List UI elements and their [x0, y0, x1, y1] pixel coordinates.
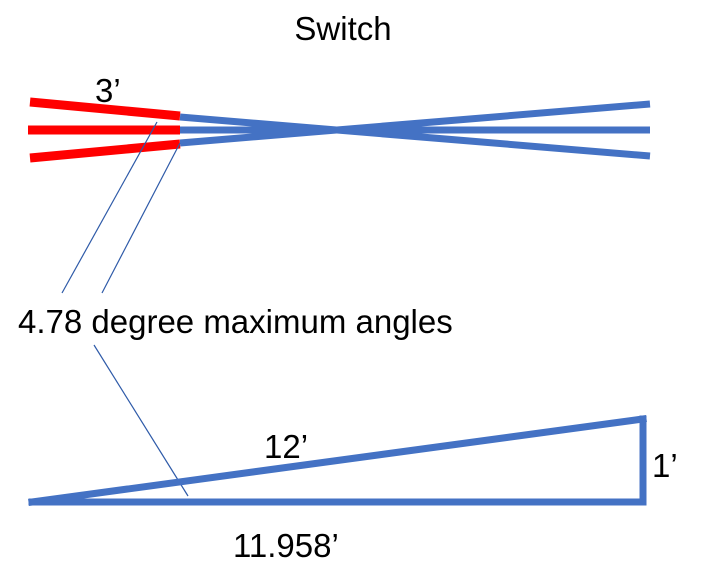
angle-label: 4.78 degree maximum angles — [18, 303, 453, 340]
pointer-to-bottom-junction — [101, 142, 181, 294]
right-triangle — [28, 415, 647, 506]
switch-segments — [28, 97, 181, 163]
pointer-to-triangle-angle — [93, 344, 189, 497]
angle-pointers — [61, 121, 189, 497]
hypotenuse-length-label: 12’ — [264, 428, 308, 465]
rail-segment-length-label: 3’ — [95, 72, 121, 109]
pointer-to-top-junction — [61, 121, 158, 294]
switch-segment-bottom — [29, 139, 181, 163]
opposite-side-length-label: 1’ — [652, 447, 678, 484]
adjacent-side-length-label: 11.958’ — [233, 527, 339, 564]
track-line-bottom-to-top — [179, 100, 651, 147]
triangle-hypotenuse — [28, 415, 647, 506]
track-lines — [179, 100, 651, 160]
diagram-title: Switch — [294, 10, 391, 47]
switch-segment-top — [29, 97, 181, 121]
track-line-top-to-bottom — [179, 113, 651, 160]
